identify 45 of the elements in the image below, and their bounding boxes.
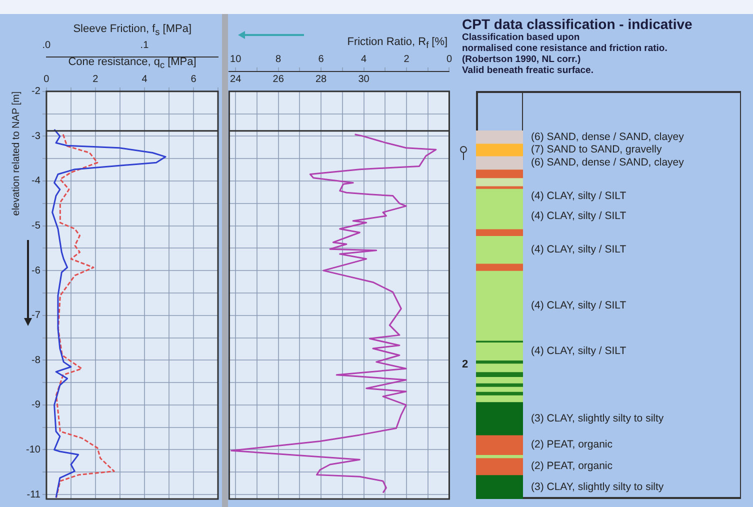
x-axis-title: Friction Ratio, R$_{f}$ [%]	[347, 36, 448, 50]
series-label: (7) SAND to SAND, gravelly	[531, 144, 662, 156]
y-tick-label: -9	[32, 400, 41, 411]
annotation: 2	[462, 358, 468, 371]
x-tick-label: 10	[230, 54, 242, 66]
series-label: (2) PEAT, organic	[531, 438, 613, 451]
series-label: (6) SAND, dense / SAND, clayey	[531, 156, 685, 169]
x-tick-label: 6	[190, 74, 197, 86]
series-label: (6) SAND, dense / SAND, clayey	[531, 130, 685, 143]
chart-title: CPT data classification - indicative	[462, 16, 692, 32]
y-tick-label: -11	[26, 489, 41, 500]
x-tick-label: 0	[446, 54, 452, 66]
series-label: (4) CLAY, silty / SILT	[531, 210, 627, 222]
series-label: (4) CLAY, silty / SILT	[531, 345, 627, 358]
x2-tick-label: 26	[272, 74, 284, 86]
x2-tick-label: .0	[42, 40, 52, 51]
series-label: (2) PEAT, organic	[531, 460, 613, 472]
x2-tick-label: .1	[140, 40, 150, 51]
x2-tick-label: 30	[358, 74, 370, 86]
y-tick-label: -6	[32, 265, 41, 276]
x-tick-label: 6	[318, 54, 324, 66]
y-tick-label: -7	[32, 310, 41, 322]
x-tick-label: 8	[276, 54, 282, 66]
x-axis-title: Cone resistance, q$_{c}$ [MPa]	[68, 56, 196, 70]
x-tick-label: 2	[404, 54, 410, 66]
x-tick-label: 4	[360, 54, 367, 66]
y-tick-label: -10	[26, 444, 41, 456]
series-label: (3) CLAY, slightly silty to silty	[531, 412, 664, 424]
chart-subtitle: Classification based upon normalised cone resistance and friction ratio. (Robertson 1990, NL corr.) Valid beneath freatic surface.	[462, 32, 668, 76]
series-label: (4) CLAY, silty / SILT	[531, 243, 627, 256]
x-tick-label: 0	[44, 74, 50, 86]
y-tick-label: -4	[32, 176, 41, 187]
y-tick-label: -5	[32, 220, 41, 232]
x-tick-label: 4	[142, 74, 148, 86]
series-label: (4) CLAY, silty / SILT	[531, 190, 627, 202]
series-label: (3) CLAY, slightly silty to silty	[531, 480, 664, 493]
y-axis-title: elevation related to NAP [m]	[10, 91, 22, 216]
y-tick-label: -2	[32, 86, 41, 98]
x2-axis-title: Sleeve Friction, f$_{s}$ [MPa]	[73, 23, 192, 38]
x2-tick-label: 24	[230, 74, 242, 86]
y-tick-label: -3	[32, 130, 41, 142]
x-tick-label: 2	[92, 74, 99, 86]
y-tick-label: -8	[32, 354, 41, 366]
x2-tick-label: 28	[315, 74, 328, 86]
series-label: (4) CLAY, silty / SILT	[531, 299, 627, 312]
